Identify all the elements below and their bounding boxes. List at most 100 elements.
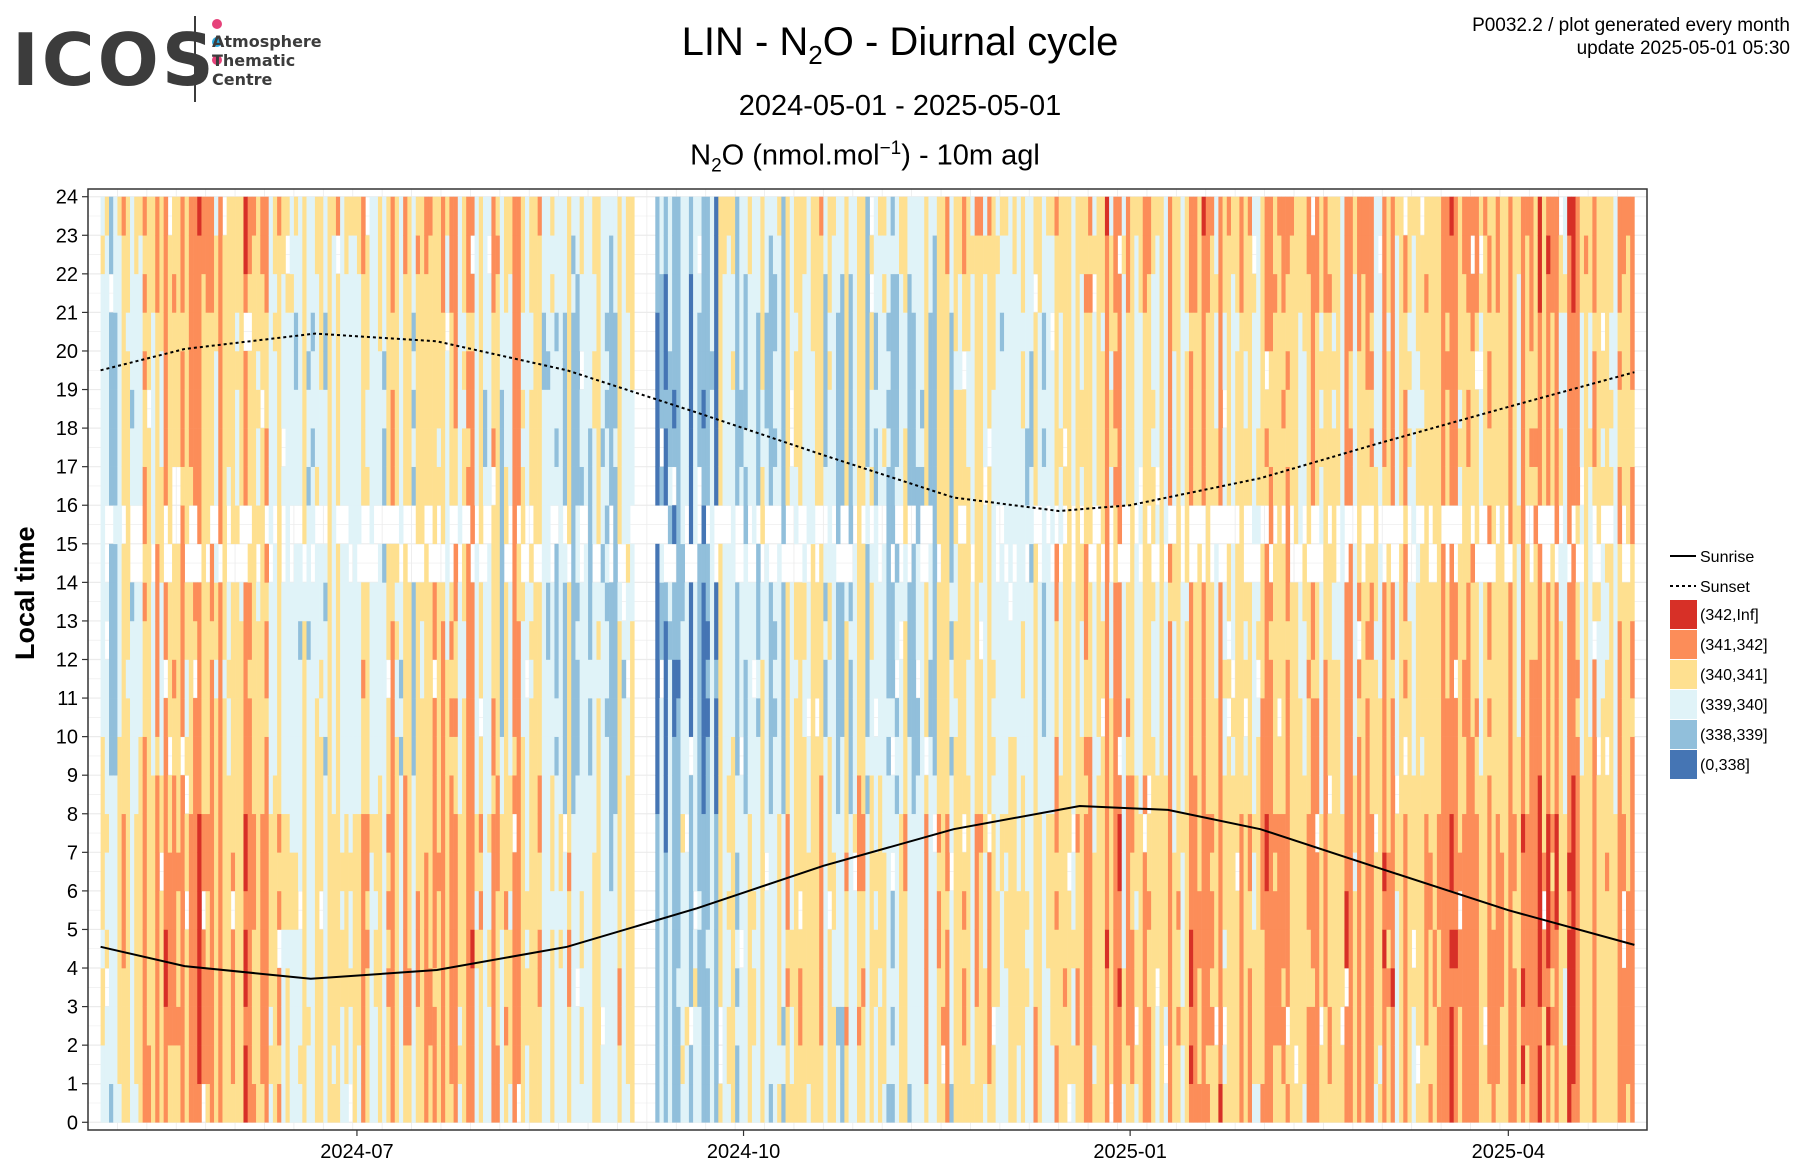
heatmap-cell bbox=[726, 466, 732, 506]
heatmap-cell bbox=[831, 698, 837, 737]
heatmap-cell bbox=[890, 466, 896, 506]
heatmap-cell bbox=[567, 1083, 572, 1123]
heatmap-cell bbox=[125, 698, 131, 737]
heatmap-cell bbox=[743, 582, 749, 622]
heatmap-cell bbox=[466, 350, 471, 390]
heatmap-cell bbox=[306, 235, 312, 275]
heatmap-cell bbox=[596, 775, 601, 815]
heatmap-cell bbox=[529, 736, 534, 776]
heatmap-cell bbox=[281, 466, 286, 506]
heatmap-cell bbox=[844, 582, 849, 622]
heatmap-cell bbox=[659, 235, 664, 275]
heatmap-cell bbox=[865, 273, 870, 313]
heatmap-cell bbox=[592, 1083, 597, 1123]
heatmap-cell bbox=[201, 698, 206, 737]
heatmap-cell bbox=[903, 312, 908, 352]
heatmap-cell bbox=[588, 813, 593, 853]
heatmap-cell bbox=[314, 659, 320, 699]
heatmap-cell bbox=[718, 698, 723, 737]
heatmap-cell bbox=[487, 543, 492, 583]
heatmap-cell bbox=[478, 620, 484, 660]
heatmap-cell bbox=[352, 775, 358, 815]
heatmap-cell bbox=[247, 389, 253, 429]
heatmap-cell bbox=[533, 505, 538, 545]
heatmap-cell bbox=[802, 389, 807, 429]
heatmap-cell bbox=[844, 389, 849, 429]
heatmap-cell bbox=[856, 312, 862, 352]
heatmap-cell bbox=[138, 1006, 143, 1046]
heatmap-cell bbox=[525, 312, 530, 352]
heatmap-cell bbox=[508, 698, 513, 737]
heatmap-cell bbox=[810, 813, 816, 853]
heatmap-cell bbox=[453, 620, 459, 660]
heatmap-cell bbox=[159, 968, 164, 1007]
heatmap-cell bbox=[331, 1006, 337, 1046]
heatmap-cell bbox=[209, 1006, 215, 1046]
heatmap-cell bbox=[983, 659, 988, 699]
heatmap-cell bbox=[226, 582, 232, 622]
heatmap-cell bbox=[571, 659, 576, 699]
heatmap-cell bbox=[936, 312, 942, 352]
heatmap-cell bbox=[226, 698, 232, 737]
heatmap-cell bbox=[760, 273, 765, 313]
heatmap-cell bbox=[806, 890, 812, 930]
heatmap-cell bbox=[718, 775, 723, 815]
heatmap-cell bbox=[377, 312, 383, 352]
heatmap-cell bbox=[562, 852, 568, 892]
heatmap-cell bbox=[218, 698, 223, 737]
heatmap-cell bbox=[848, 929, 854, 969]
heatmap-cell bbox=[701, 736, 707, 776]
heatmap-cell bbox=[819, 350, 824, 390]
heatmap-cell bbox=[600, 968, 606, 1007]
heatmap-cell bbox=[701, 505, 707, 545]
heatmap-cell bbox=[957, 273, 963, 313]
heatmap-cell bbox=[214, 813, 219, 853]
heatmap-cell bbox=[335, 698, 341, 737]
heatmap-cell bbox=[882, 736, 887, 776]
heatmap-cell bbox=[554, 620, 559, 660]
heatmap-cell bbox=[398, 736, 404, 776]
heatmap-cell bbox=[495, 543, 501, 583]
heatmap-cell bbox=[226, 813, 232, 853]
heatmap-cell bbox=[419, 505, 425, 545]
heatmap-cell bbox=[197, 968, 202, 1007]
heatmap-cell bbox=[852, 543, 858, 583]
heatmap-cell bbox=[125, 312, 131, 352]
heatmap-cell bbox=[142, 543, 148, 583]
heatmap-cell bbox=[588, 736, 593, 776]
heatmap-cell bbox=[920, 698, 925, 737]
heatmap-cell bbox=[672, 929, 677, 969]
heatmap-cell bbox=[382, 235, 387, 275]
heatmap-cell bbox=[722, 890, 728, 930]
heatmap-cell bbox=[625, 1083, 631, 1123]
heatmap-cell bbox=[941, 428, 946, 467]
heatmap-cell bbox=[970, 466, 975, 506]
heatmap-cell bbox=[264, 1006, 269, 1046]
heatmap-cell bbox=[709, 582, 715, 622]
heatmap-cell bbox=[230, 852, 236, 892]
heatmap-cell bbox=[575, 196, 580, 236]
heatmap-cell bbox=[495, 235, 501, 275]
heatmap-cell bbox=[920, 890, 925, 930]
heatmap-cell bbox=[865, 350, 870, 390]
heatmap-cell bbox=[205, 235, 211, 275]
heatmap-cell bbox=[260, 235, 265, 275]
heatmap-cell bbox=[205, 698, 211, 737]
heatmap-cell bbox=[440, 428, 446, 467]
heatmap-cell bbox=[348, 273, 354, 313]
heatmap-cell bbox=[562, 235, 568, 275]
heatmap-cell bbox=[377, 852, 383, 892]
heatmap-cell bbox=[562, 312, 568, 352]
heatmap-cell bbox=[457, 196, 463, 236]
heatmap-cell bbox=[827, 312, 833, 352]
heatmap-cell bbox=[579, 659, 585, 699]
heatmap-cell bbox=[176, 698, 181, 737]
heatmap-cell bbox=[726, 775, 732, 815]
heatmap-cell bbox=[621, 1083, 627, 1123]
heatmap-cell bbox=[625, 312, 631, 352]
heatmap-cell bbox=[109, 968, 114, 1007]
heatmap-cell bbox=[730, 235, 736, 275]
heatmap-cell bbox=[861, 350, 866, 390]
heatmap-cell bbox=[167, 1045, 173, 1085]
heatmap-cell bbox=[945, 813, 950, 853]
